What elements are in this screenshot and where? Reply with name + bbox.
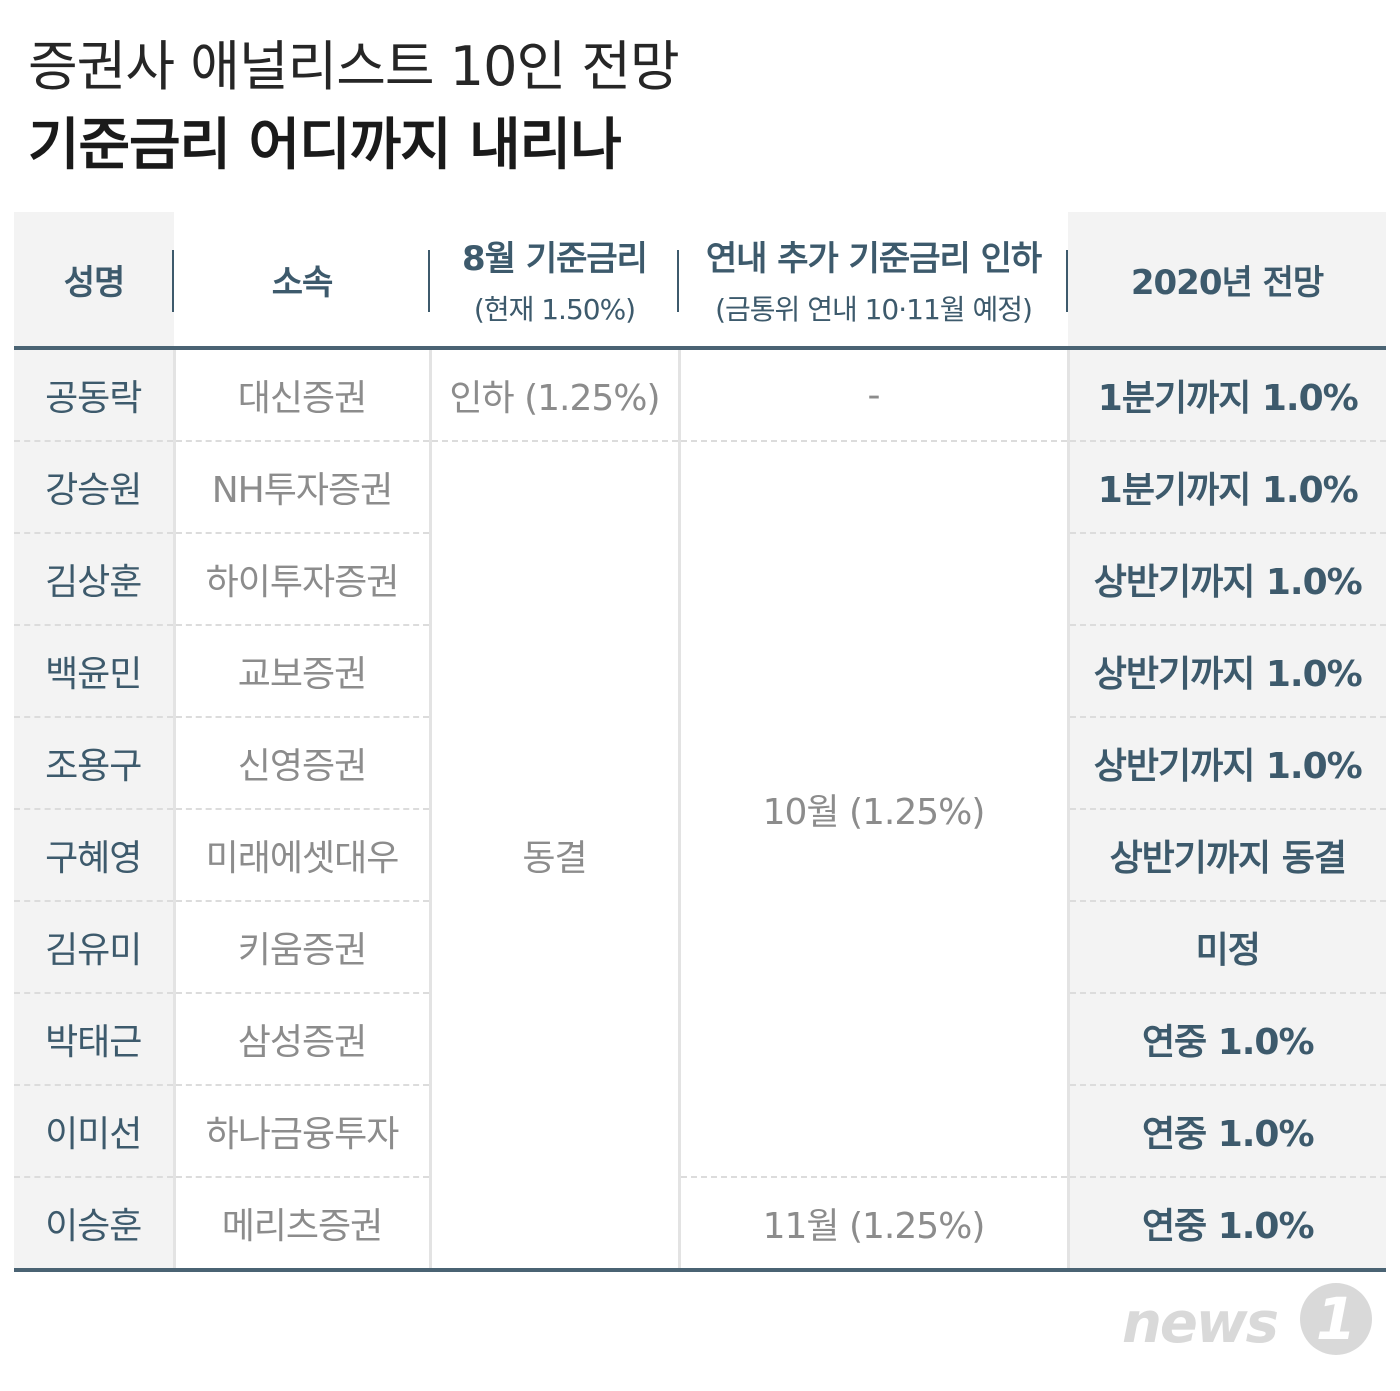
analyst-name: 박태근 <box>14 993 176 1086</box>
analyst-affiliation: 하이투자증권 <box>174 533 432 626</box>
header-august-sub: (현재 1.50%) <box>473 292 636 326</box>
analyst-affiliation: 미래에셋대우 <box>174 809 432 902</box>
header-cut-sub: (금통위 연내 10·11월 예정) <box>715 292 1033 326</box>
analyst-affiliation: 키움증권 <box>174 901 432 994</box>
table-row: 김상훈 하이투자증권 상반기까지 1.0% <box>14 533 1386 626</box>
table-row: 조용구 신영증권 상반기까지 1.0% <box>14 717 1386 810</box>
table-row: 공동락 대신증권 인하 (1.25%) - 1분기까지 1.0% <box>14 348 1386 442</box>
analyst-name: 구혜영 <box>14 809 176 902</box>
analyst-name: 공동락 <box>14 348 176 442</box>
header-name: 성명 <box>14 212 174 348</box>
table-row: 구혜영 미래에셋대우 상반기까지 동결 <box>14 809 1386 902</box>
analyst-name: 백윤민 <box>14 625 176 718</box>
analyst-affiliation: 대신증권 <box>174 348 432 442</box>
table-row: 백윤민 교보증권 상반기까지 1.0% <box>14 625 1386 718</box>
header-outlook: 2020년 전망 <box>1068 212 1386 348</box>
additional-cut-cell: 11월 (1.25%) <box>679 1177 1070 1272</box>
outlook-cell: 상반기까지 1.0% <box>1068 717 1386 810</box>
additional-cut-merged: 10월 (1.25%) <box>679 441 1070 1178</box>
header-row: 성명 소속 8월 기준금리 (현재 1.50%) 연내 추가 기준금리 인하 (… <box>14 212 1386 348</box>
header-cut-main: 연내 추가 기준금리 인하 <box>705 238 1042 279</box>
outlook-cell: 상반기까지 동결 <box>1068 809 1386 902</box>
outlook-cell: 상반기까지 1.0% <box>1068 533 1386 626</box>
table-row: 박태근 삼성증권 연중 1.0% <box>14 993 1386 1086</box>
news1-logo: news 1 <box>1122 1283 1372 1363</box>
analyst-affiliation: 메리츠증권 <box>174 1177 432 1272</box>
analyst-affiliation: 신영증권 <box>174 717 432 810</box>
outlook-cell: 1분기까지 1.0% <box>1068 441 1386 534</box>
header-august-rate: 8월 기준금리 (현재 1.50%) <box>430 212 679 348</box>
logo-text: news <box>1122 1291 1279 1356</box>
table-row: 강승원 NH투자증권 동결 10월 (1.25%) 1분기까지 1.0% <box>14 441 1386 1272</box>
august-rate-merged: 동결 <box>430 441 681 1272</box>
analyst-name: 강승원 <box>14 441 176 534</box>
analyst-affiliation: NH투자증권 <box>174 441 432 534</box>
outlook-cell: 연중 1.0% <box>1068 1177 1386 1272</box>
logo-badge: 1 <box>1300 1283 1372 1355</box>
title-line-1: 증권사 애널리스트 10인 전망 <box>28 35 680 98</box>
table-row: 이미선 하나금융투자 연중 1.0% <box>14 1085 1386 1178</box>
analyst-affiliation: 하나금융투자 <box>174 1085 432 1178</box>
analyst-name: 김상훈 <box>14 533 176 626</box>
outlook-cell: 연중 1.0% <box>1068 993 1386 1086</box>
header-august-main: 8월 기준금리 <box>462 238 648 279</box>
outlook-cell: 연중 1.0% <box>1068 1085 1386 1178</box>
outlook-cell: 상반기까지 1.0% <box>1068 625 1386 718</box>
outlook-cell: 1분기까지 1.0% <box>1068 348 1386 442</box>
outlook-cell: 미정 <box>1068 901 1386 994</box>
analyst-name: 이승훈 <box>14 1177 176 1272</box>
august-rate-cell: 인하 (1.25%) <box>430 348 681 442</box>
analyst-name: 조용구 <box>14 717 176 810</box>
title-line-2: 기준금리 어디까지 내리나 <box>28 113 622 178</box>
table-row: 김유미 키움증권 미정 <box>14 901 1386 994</box>
analyst-name: 김유미 <box>14 901 176 994</box>
analyst-affiliation: 교보증권 <box>174 625 432 718</box>
analyst-affiliation: 삼성증권 <box>174 993 432 1086</box>
forecast-table: 성명 소속 8월 기준금리 (현재 1.50%) 연내 추가 기준금리 인하 (… <box>14 212 1386 1272</box>
table-row: 이승훈 메리츠증권 11월 (1.25%) 연중 1.0% <box>14 1177 1386 1272</box>
header-affiliation: 소속 <box>174 212 430 348</box>
analyst-name: 이미선 <box>14 1085 176 1178</box>
additional-cut-cell: - <box>679 348 1070 442</box>
header-additional-cut: 연내 추가 기준금리 인하 (금통위 연내 10·11월 예정) <box>679 212 1068 348</box>
